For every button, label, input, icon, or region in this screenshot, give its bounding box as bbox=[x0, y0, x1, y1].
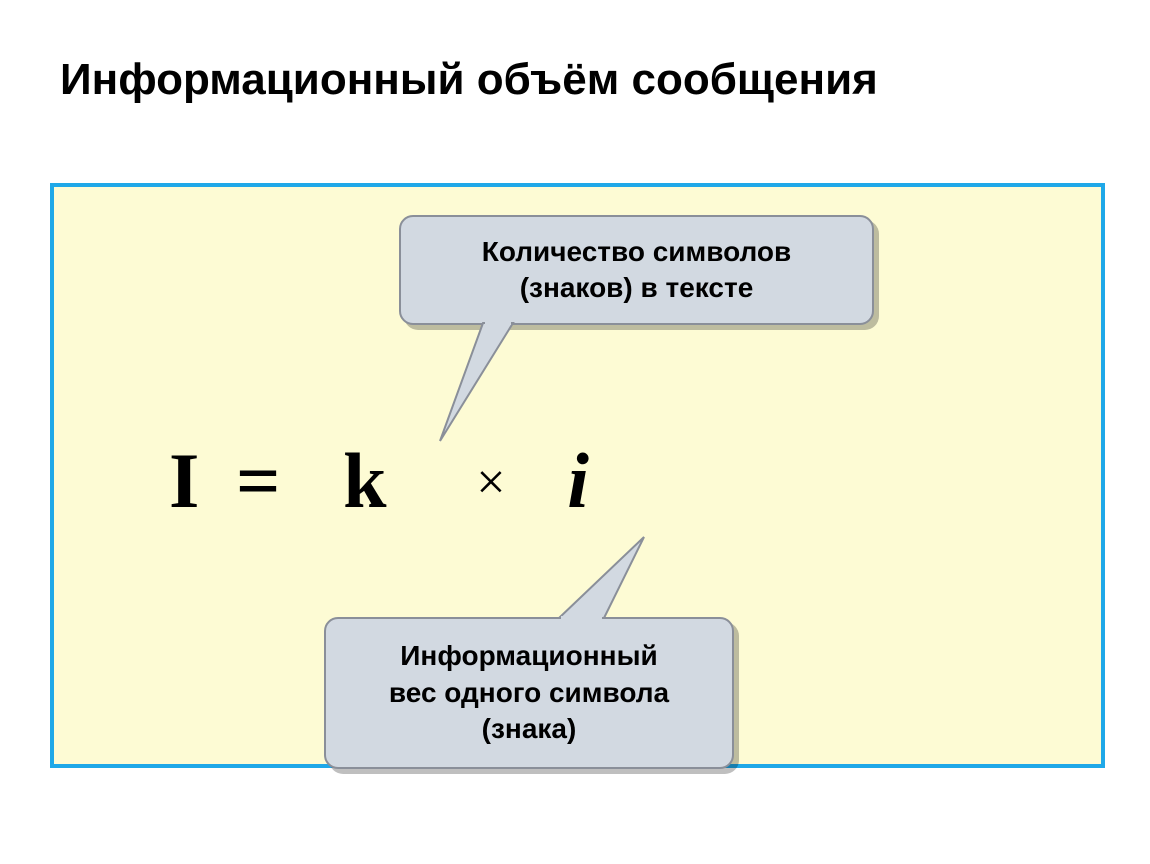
formula-container: Количество символов (знаков) в тексте I … bbox=[50, 183, 1105, 768]
slide-title: Информационный объём сообщения bbox=[60, 55, 878, 105]
callout-top-line2: (знаков) в тексте bbox=[520, 270, 754, 306]
callout-top: Количество символов (знаков) в тексте bbox=[399, 215, 874, 325]
formula-var-k: k bbox=[343, 437, 386, 524]
formula-var-i: i bbox=[567, 437, 589, 524]
callout-bottom-line3: (знака) bbox=[482, 711, 577, 747]
callout-bottom-line2: вес одного символа bbox=[389, 675, 669, 711]
formula-equals: = bbox=[236, 437, 280, 524]
formula-lhs: I bbox=[169, 437, 199, 524]
callout-bottom: Информационный вес одного символа (знака… bbox=[324, 617, 734, 769]
formula-operator: × bbox=[476, 454, 505, 511]
callout-bottom-line1: Информационный bbox=[400, 638, 657, 674]
callout-bottom-tail-icon bbox=[544, 535, 664, 630]
formula: I = k × i bbox=[169, 435, 589, 526]
callout-top-line1: Количество символов bbox=[482, 234, 791, 270]
